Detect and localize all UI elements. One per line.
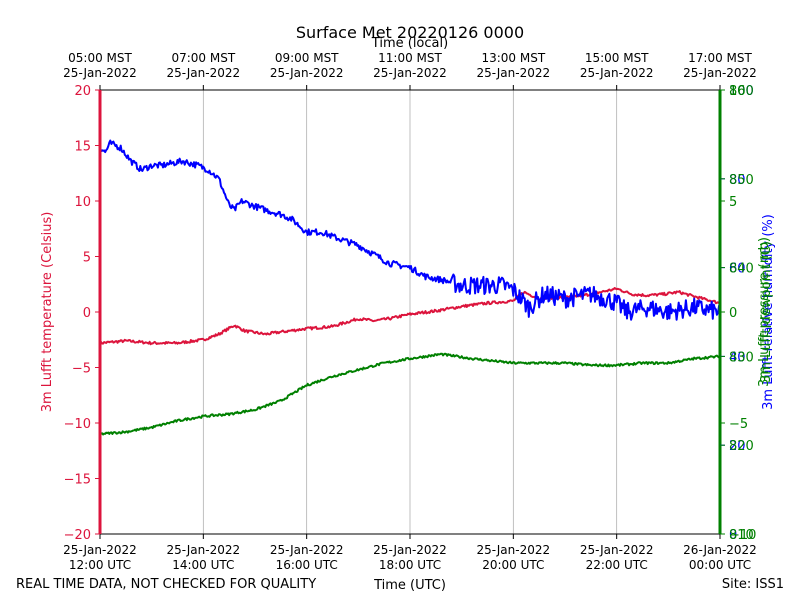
temperature-line xyxy=(99,287,721,346)
relative-humidity-line xyxy=(99,139,721,321)
right-tick-label: 0 xyxy=(729,306,737,321)
top-tick-label-time: 11:00 MST xyxy=(378,51,442,65)
top-tick-label-time: 15:00 MST xyxy=(585,51,649,65)
right-tick-label: 860 xyxy=(729,84,754,99)
bottom-tick-label-time: 14:00 UTC xyxy=(172,558,234,572)
bottom-tick-label-time: 16:00 UTC xyxy=(276,558,338,572)
left-tick-label: 20 xyxy=(74,84,91,99)
bottom-tick-label-time: 12:00 UTC xyxy=(69,558,131,572)
quality-note: REAL TIME DATA, NOT CHECKED FOR QUALITY xyxy=(16,577,316,592)
top-tick-label-date: 25-Jan-2022 xyxy=(63,66,137,80)
right-axis-label: 3m Lufft dewpoint (C) xyxy=(759,241,774,383)
bottom-tick-label-time: 00:00 UTC xyxy=(689,558,751,572)
right-tick-label: 10 xyxy=(729,84,746,99)
left-tick-label: −10 xyxy=(64,417,91,432)
right-tick-label: 100 xyxy=(729,84,754,99)
dewpoint-line xyxy=(99,352,721,436)
top-tick-label-date: 25-Jan-2022 xyxy=(167,66,241,80)
right-tick-label: 820 xyxy=(729,439,754,454)
top-tick-label-date: 25-Jan-2022 xyxy=(477,66,551,80)
bottom-tick-label-time: 18:00 UTC xyxy=(379,558,441,572)
right-tick-label: 840 xyxy=(729,262,754,277)
bottom-tick-label-time: 22:00 UTC xyxy=(586,558,648,572)
right-tick-label: −10 xyxy=(729,528,756,543)
right-tick-label: 40 xyxy=(729,350,746,365)
right-tick-label: −5 xyxy=(729,417,748,432)
top-tick-label-date: 25-Jan-2022 xyxy=(580,66,654,80)
right-tick-label: 0 xyxy=(729,528,737,543)
chart-title: Surface Met 20220126 0000 xyxy=(296,23,524,42)
top-tick-label-time: 17:00 MST xyxy=(688,51,752,65)
right-tick-label: 850 xyxy=(729,173,754,188)
bottom-tick-label-time: 20:00 UTC xyxy=(482,558,544,572)
top-tick-label-date: 25-Jan-2022 xyxy=(270,66,344,80)
bottom-tick-label-date: 26-Jan-2022 xyxy=(683,543,757,557)
site-label: Site: ISS1 xyxy=(722,577,784,592)
left-tick-label: 5 xyxy=(83,251,91,266)
bottom-tick-label-date: 25-Jan-2022 xyxy=(373,543,447,557)
top-axis-label: Time (local) xyxy=(371,36,448,51)
top-tick-label-date: 25-Jan-2022 xyxy=(373,66,447,80)
left-tick-label: −15 xyxy=(64,473,91,488)
right-tick-label: 60 xyxy=(729,262,746,277)
right-tick-label: 5 xyxy=(729,195,737,210)
top-tick-label-time: 13:00 MST xyxy=(481,51,545,65)
bottom-tick-label-date: 25-Jan-2022 xyxy=(580,543,654,557)
left-tick-label: 10 xyxy=(74,195,91,210)
bottom-tick-label-date: 25-Jan-2022 xyxy=(270,543,344,557)
bottom-tick-label-date: 25-Jan-2022 xyxy=(167,543,241,557)
top-tick-label-time: 09:00 MST xyxy=(275,51,339,65)
top-tick-label-time: 05:00 MST xyxy=(68,51,132,65)
left-tick-label: 0 xyxy=(83,306,91,321)
right-tick-label: 830 xyxy=(729,350,754,365)
bottom-tick-label-date: 25-Jan-2022 xyxy=(477,543,551,557)
left-tick-label: 15 xyxy=(74,140,91,155)
right-axis-labels: 3m Lufft relative humidity (%)3m Lufft d… xyxy=(757,214,776,410)
left-axis-label: 3m Lufft temperature (Celsius) xyxy=(40,212,55,413)
right-axis-label: 3m Lufft relative humidity (%) xyxy=(761,214,776,410)
bottom-tick-label-date: 25-Jan-2022 xyxy=(63,543,137,557)
top-tick-label-time: 07:00 MST xyxy=(171,51,235,65)
left-tick-label: −5 xyxy=(72,362,91,377)
right-tick-label: 20 xyxy=(729,439,746,454)
bottom-axis-label: Time (UTC) xyxy=(373,578,446,593)
gridlines xyxy=(202,90,618,534)
right-tick-label: 80 xyxy=(729,173,746,188)
top-tick-label-date: 25-Jan-2022 xyxy=(683,66,757,80)
left-tick-label: −20 xyxy=(64,528,91,543)
right-tick-label: 810 xyxy=(729,528,754,543)
right-axis-label: 3m Lufft pressure (mb) xyxy=(757,237,772,387)
data-series xyxy=(99,139,721,436)
